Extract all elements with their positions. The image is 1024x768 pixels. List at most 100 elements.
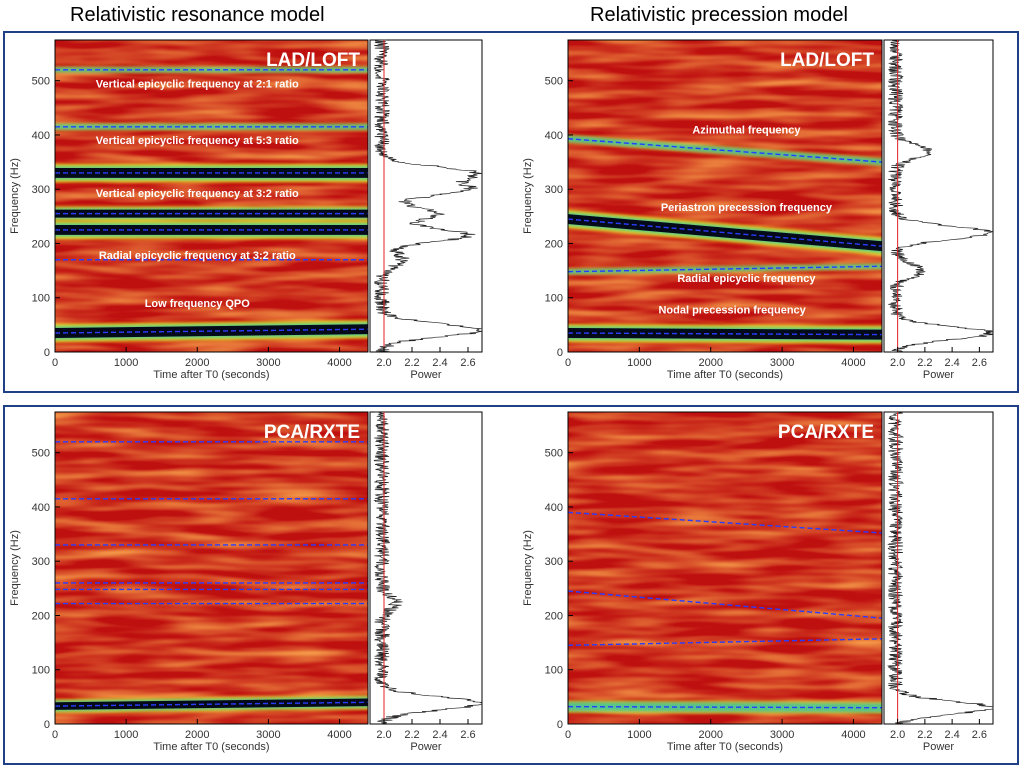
spectrogram-noise: [55, 412, 368, 724]
x-tick-label: 4000: [841, 357, 865, 369]
track-annotation: Azimuthal frequency: [692, 124, 801, 136]
power-x-axis-label: Power: [923, 369, 955, 381]
bottom-panel-frame: [3, 405, 1019, 765]
x-tick-label: 1000: [627, 729, 651, 741]
y-tick-label: 300: [545, 184, 563, 196]
power-x-tick-label: 2.4: [944, 729, 959, 741]
x-axis-label: Time after T0 (seconds): [667, 741, 783, 753]
frequency-track: [55, 123, 368, 131]
x-tick-label: 1000: [114, 357, 138, 369]
y-tick-label: 500: [545, 448, 563, 460]
track-model-line: [568, 265, 882, 273]
y-axis-label: Frequency (Hz): [522, 530, 534, 606]
x-tick-label: 2000: [698, 729, 722, 741]
y-axis-label: Frequency (Hz): [522, 158, 534, 234]
spectrogram-noise: [568, 412, 882, 724]
track-model-line: [568, 511, 882, 534]
y-axis-label: Frequency (Hz): [9, 158, 21, 234]
power-plot-border: [883, 39, 994, 353]
track-annotation: Periastron precession frequency: [661, 202, 833, 214]
y-tick-label: 100: [545, 293, 563, 305]
x-tick-label: 0: [52, 729, 58, 741]
y-tick-label: 300: [32, 184, 50, 196]
track-annotation: Vertical epicyclic frequency at 2:1 rati…: [96, 79, 299, 91]
spectrogram-noise: [55, 40, 368, 352]
x-axis-label: Time after T0 (seconds): [153, 741, 269, 753]
track-model-line: [568, 638, 882, 647]
top-panel-frame: [3, 31, 1019, 393]
column-title-precession: Relativistic precession model: [590, 4, 848, 26]
y-tick-label: 200: [32, 610, 50, 622]
y-tick-label: 100: [32, 665, 50, 677]
track-model-line: [568, 138, 882, 163]
frequency-track: [568, 324, 882, 344]
column-title-resonance: Relativistic resonance model: [70, 4, 325, 26]
power-x-tick-label: 2.0: [376, 729, 391, 741]
x-tick-label: 0: [565, 357, 571, 369]
x-tick-label: 2000: [698, 357, 722, 369]
frequency-track: [55, 695, 368, 713]
frequency-track: [55, 163, 368, 182]
power-spectrum-panel: 2.0 2.2 2.4 2.6 Power: [369, 39, 483, 381]
frequency-track: [55, 206, 368, 221]
plot-border: [567, 411, 883, 725]
x-tick-label: 3000: [256, 357, 280, 369]
track-model-line: [55, 328, 368, 334]
y-tick-label: 0: [557, 347, 563, 359]
y-tick-label: 200: [545, 610, 563, 622]
x-tick-label: 0: [52, 357, 58, 369]
power-x-tick-label: 2.0: [376, 357, 391, 369]
y-tick-label: 300: [545, 556, 563, 568]
power-x-axis-label: Power: [410, 369, 442, 381]
power-spectrum-panel: 2.0 2.2 2.4 2.6 Power: [369, 411, 483, 753]
instrument-label: LAD/LOFT: [780, 50, 874, 71]
spectrogram-area: [55, 412, 368, 724]
plot-border: [54, 39, 369, 353]
spectrogram-noise: [568, 40, 882, 352]
power-x-tick-label: 2.2: [404, 729, 419, 741]
panel-precession-lad: LAD/LOFT Azimuthal frequency Periastron pr…: [522, 39, 994, 381]
y-tick-label: 400: [545, 130, 563, 142]
x-tick-label: 4000: [327, 357, 351, 369]
y-tick-label: 0: [44, 719, 50, 731]
plot-border: [54, 411, 369, 725]
power-spectrum-line: [887, 39, 994, 353]
x-tick-label: 3000: [256, 729, 280, 741]
y-tick-label: 0: [557, 719, 563, 731]
y-tick-label: 300: [32, 556, 50, 568]
power-spectrum-line: [373, 39, 483, 353]
frequency-track: [568, 263, 882, 275]
y-tick-label: 100: [32, 293, 50, 305]
instrument-label: PCA/RXTE: [778, 422, 874, 443]
spectrogram-area: [568, 412, 882, 724]
y-tick-label: 500: [545, 76, 563, 88]
power-x-tick-label: 2.0: [890, 729, 905, 741]
x-tick-label: 4000: [841, 729, 865, 741]
track-annotation: Vertical epicyclic frequency at 5:3 rati…: [96, 135, 299, 147]
power-spectrum-panel: 2.0 2.2 2.4 2.6 Power: [883, 39, 994, 381]
power-x-tick-label: 2.6: [972, 357, 987, 369]
power-x-tick-label: 2.4: [432, 729, 447, 741]
y-tick-label: 500: [32, 448, 50, 460]
track-model-line: [55, 701, 368, 707]
frequency-track: [568, 700, 882, 714]
y-tick-label: 400: [32, 502, 50, 514]
power-x-tick-label: 2.2: [404, 357, 419, 369]
x-tick-label: 0: [565, 729, 571, 741]
instrument-label: LAD/LOFT: [266, 50, 360, 71]
y-tick-label: 100: [545, 665, 563, 677]
y-tick-label: 200: [545, 238, 563, 250]
track-annotation: Radial epicyclic frequency: [677, 273, 816, 285]
y-tick-label: 400: [32, 130, 50, 142]
frequency-track: [55, 66, 368, 73]
frequency-track: [55, 220, 368, 239]
x-tick-label: 1000: [627, 357, 651, 369]
y-tick-label: 500: [32, 76, 50, 88]
track-halo-cyan: [568, 701, 882, 713]
plot-border: [567, 39, 883, 353]
track-annotation: Radial epicyclic frequency at 3:2 ratio: [99, 250, 296, 262]
power-spectrum-line: [373, 411, 483, 725]
track-model-line: [568, 590, 882, 619]
